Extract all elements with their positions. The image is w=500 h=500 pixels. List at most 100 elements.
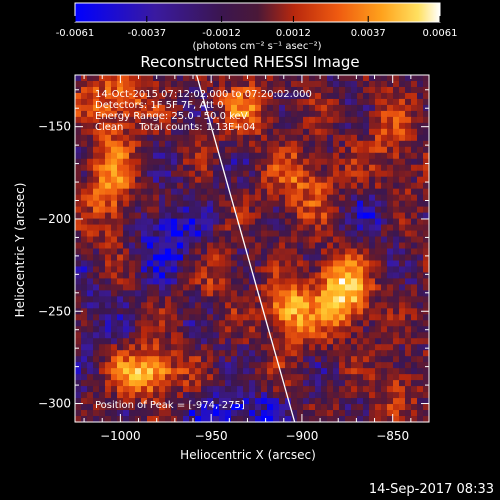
heatmap-cell (225, 332, 232, 339)
heatmap-cell (279, 212, 286, 220)
heatmap-cell (393, 398, 400, 405)
heatmap-cell (171, 350, 178, 357)
heatmap-cell (327, 158, 334, 166)
heatmap-cell (219, 398, 226, 405)
heatmap-cell (153, 122, 160, 130)
heatmap-cell (165, 98, 172, 106)
heatmap-cell (231, 374, 238, 381)
heatmap-cell (423, 410, 430, 417)
heatmap-cell (363, 200, 370, 208)
heatmap-cell (327, 392, 334, 399)
heatmap-cell (195, 218, 202, 226)
heatmap-cell (75, 194, 82, 202)
heatmap-cell (297, 380, 304, 387)
heatmap-cell (219, 128, 226, 136)
heatmap-cell (351, 122, 358, 130)
heatmap-cell (177, 272, 184, 280)
heatmap-cell (213, 314, 220, 321)
heatmap-cell (195, 182, 202, 190)
heatmap-cell (93, 75, 100, 82)
heatmap-cell (417, 266, 424, 274)
heatmap-cell (387, 75, 394, 82)
heatmap-cell (309, 284, 316, 291)
heatmap-cell (381, 272, 388, 280)
heatmap-cell (219, 176, 226, 184)
heatmap-cell (183, 398, 190, 405)
heatmap-cell (255, 362, 262, 369)
heatmap-cell (357, 374, 364, 381)
heatmap-cell (261, 164, 268, 172)
heatmap-cell (339, 302, 346, 309)
heatmap-cell (369, 410, 376, 417)
heatmap-cell (93, 140, 100, 148)
heatmap-cell (243, 158, 250, 166)
heatmap-cell (327, 302, 334, 309)
heatmap-cell (399, 266, 406, 274)
heatmap-cell (177, 350, 184, 357)
heatmap-cell (201, 206, 208, 214)
heatmap-cell (207, 212, 214, 220)
heatmap-cell (327, 380, 334, 387)
heatmap-cell (75, 362, 82, 369)
heatmap-cell (105, 380, 112, 387)
heatmap-cell (93, 164, 100, 172)
heatmap-cell (147, 398, 154, 405)
heatmap-cell (129, 374, 136, 381)
heatmap-cell (219, 236, 226, 244)
heatmap-cell (375, 158, 382, 166)
heatmap-cell (279, 182, 286, 190)
heatmap-cell (417, 194, 424, 202)
heatmap-cell (171, 80, 178, 88)
heatmap-cell (75, 272, 82, 280)
heatmap-cell (423, 128, 430, 136)
heatmap-cell (321, 206, 328, 214)
heatmap-cell (405, 374, 412, 381)
heatmap-cell (123, 326, 130, 333)
heatmap-cell (285, 218, 292, 226)
heatmap-cell (369, 374, 376, 381)
heatmap-cell (291, 314, 298, 321)
heatmap-cell (111, 182, 118, 190)
heatmap-cell (135, 134, 142, 142)
heatmap-cell (393, 410, 400, 417)
heatmap-cell (291, 284, 298, 291)
heatmap-cell (243, 98, 250, 106)
heatmap-cell (123, 146, 130, 154)
heatmap-cell (339, 158, 346, 166)
heatmap-cell (315, 290, 322, 297)
heatmap-cell (105, 398, 112, 405)
heatmap-cell (285, 122, 292, 130)
heatmap-cell (129, 362, 136, 369)
heatmap-cell (417, 98, 424, 106)
heatmap-cell (129, 224, 136, 232)
heatmap-cell (129, 266, 136, 274)
heatmap-cell (333, 356, 340, 363)
heatmap-cell (129, 308, 136, 315)
heatmap-cell (249, 404, 256, 411)
heatmap-cell (309, 404, 316, 411)
heatmap-cell (417, 392, 424, 399)
heatmap-cell (219, 314, 226, 321)
heatmap-cell (297, 110, 304, 118)
heatmap-cell (237, 206, 244, 214)
heatmap-cell (327, 200, 334, 208)
heatmap-cell (399, 164, 406, 172)
heatmap-cell (141, 278, 148, 285)
heatmap-cell (159, 344, 166, 351)
heatmap-cell (243, 80, 250, 88)
heatmap-cell (195, 380, 202, 387)
heatmap-cell (249, 326, 256, 333)
heatmap-cell (99, 170, 106, 178)
heatmap-cell (129, 128, 136, 136)
heatmap-cell (327, 374, 334, 381)
heatmap-cell (393, 254, 400, 262)
heatmap-cell (177, 356, 184, 363)
heatmap-cell (219, 368, 226, 375)
heatmap-cell (123, 164, 130, 172)
heatmap-cell (213, 344, 220, 351)
heatmap-cell (339, 260, 346, 268)
heatmap-cell (135, 224, 142, 232)
heatmap-cell (213, 410, 220, 417)
heatmap-cell (201, 254, 208, 262)
heatmap-cell (405, 392, 412, 399)
